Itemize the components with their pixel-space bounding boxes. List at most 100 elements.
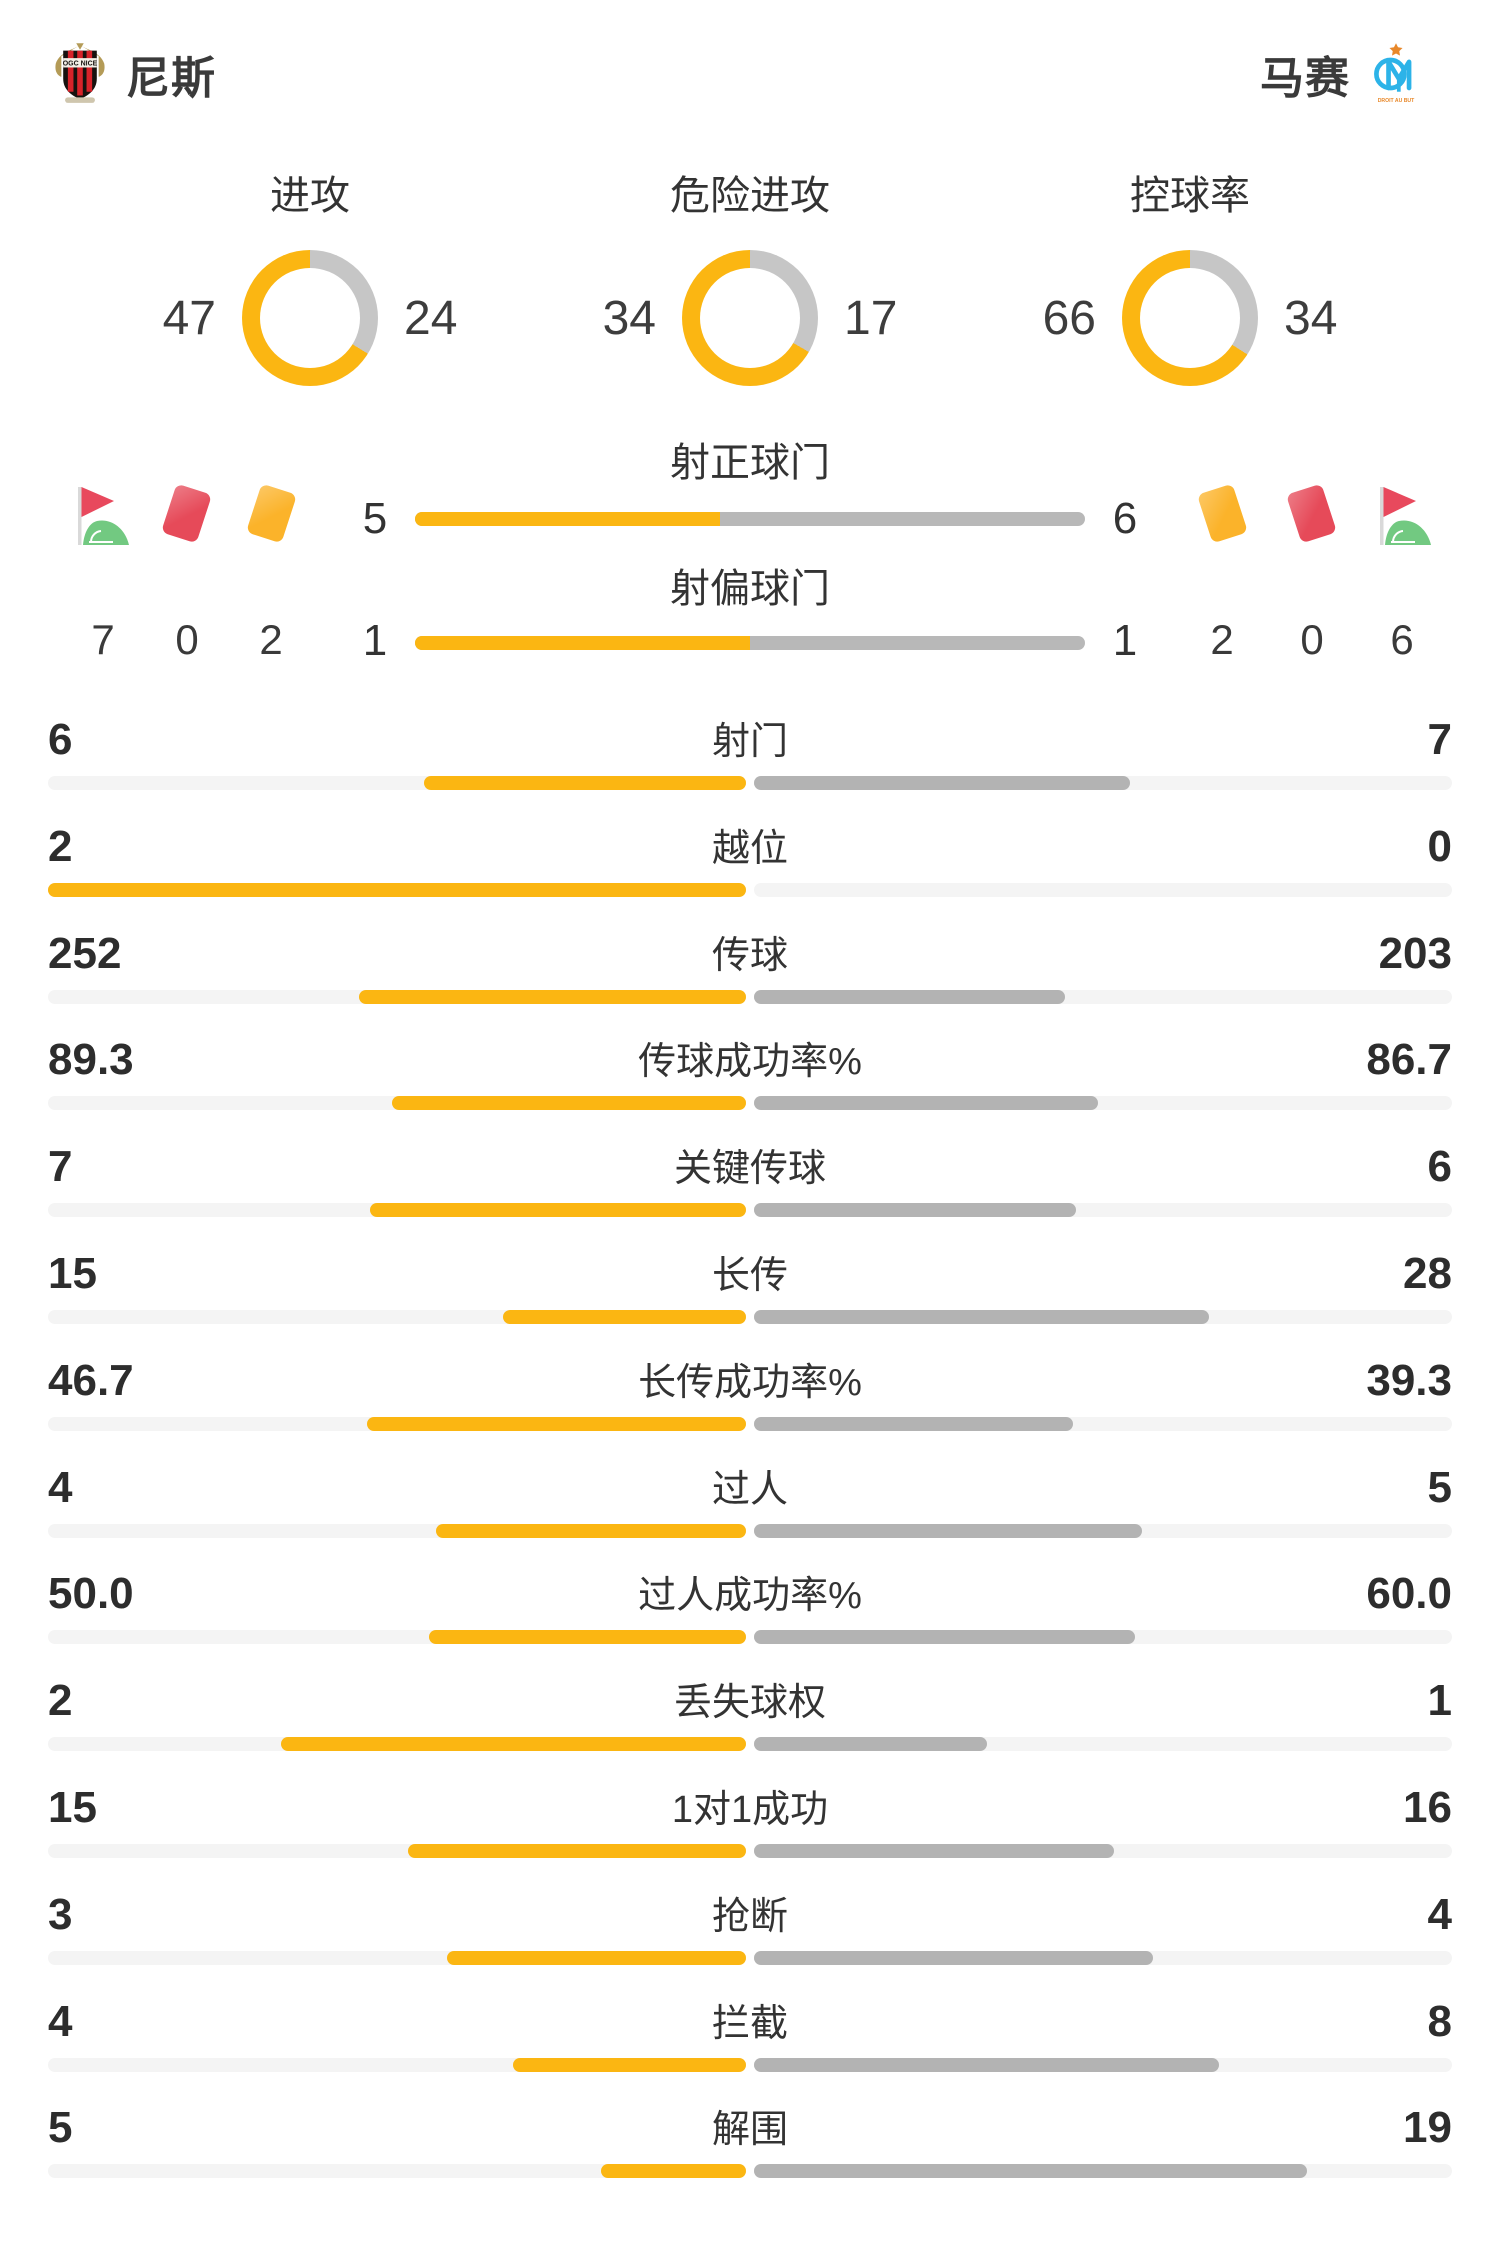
stat-label: 传球 xyxy=(711,935,788,977)
home-bar-track xyxy=(48,1630,746,1644)
away-bar-fill xyxy=(754,1951,1153,1965)
away-bar-fill xyxy=(754,1310,1209,1324)
stat-row: 5 解围 19 xyxy=(0,2090,1500,2197)
stat-away-value: 39.3 xyxy=(1366,1356,1452,1405)
home-bar-track xyxy=(48,2058,746,2072)
away-bar-track xyxy=(754,776,1452,790)
donut-attacks-title: 进攻 xyxy=(270,174,350,218)
away-bar-fill xyxy=(754,2164,1307,2178)
donut-possession-title: 控球率 xyxy=(1130,174,1250,218)
away-bar-track xyxy=(754,990,1452,1004)
stat-label: 长传 xyxy=(711,1255,788,1297)
home-corner-flag-icon xyxy=(78,487,129,545)
donut-dangerous-attacks-home-value: 34 xyxy=(602,291,656,345)
shots-off-target-bar xyxy=(415,636,1085,650)
away-bar-track xyxy=(754,1524,1452,1538)
stat-home-value: 2 xyxy=(48,822,73,871)
stat-label: 越位 xyxy=(711,828,788,870)
away-bar-fill xyxy=(754,1096,1098,1110)
away-bar-fill xyxy=(754,1844,1115,1858)
home-bar-fill xyxy=(280,1737,746,1751)
stat-row: 3 抢断 4 xyxy=(0,1877,1500,1984)
away-bar-track xyxy=(754,1844,1452,1858)
donut-dangerous-attacks-away-value: 17 xyxy=(844,291,898,345)
home-bar-fill xyxy=(513,2058,746,2072)
stat-away-value: 4 xyxy=(1427,1890,1452,1939)
home-bar-fill xyxy=(366,1417,746,1431)
home-bar-track xyxy=(48,1417,746,1431)
stat-away-value: 86.7 xyxy=(1366,1035,1452,1084)
away-bar-track xyxy=(754,1203,1452,1217)
away-yellow-card-icon xyxy=(1197,483,1248,544)
stat-row: 15 1对1成功 16 xyxy=(0,1770,1500,1877)
home-bar-track xyxy=(48,883,746,897)
away-bar-fill xyxy=(754,1524,1142,1538)
stat-row: 46.7 长传成功率% 39.3 xyxy=(0,1343,1500,1450)
home-bar-track xyxy=(48,1844,746,1858)
home-bar-fill xyxy=(446,1951,746,1965)
home-bar-track xyxy=(48,1096,746,1110)
stat-row: 252 传球 203 xyxy=(0,916,1500,1023)
away-yellow-cards-count: 2 xyxy=(1210,616,1234,663)
stat-row: 89.3 传球成功率% 86.7 xyxy=(0,1022,1500,1129)
stat-row: 2 丢失球权 1 xyxy=(0,1663,1500,1770)
stat-label: 关键传球 xyxy=(673,1148,826,1190)
away-corner-flag-icon xyxy=(1380,487,1431,545)
shots-on-target-title: 射正球门 xyxy=(670,441,830,485)
donut-attacks: 进攻 47 24 xyxy=(110,170,510,386)
stat-label: 1对1成功 xyxy=(671,1789,829,1831)
shots-off-target-title: 射偏球门 xyxy=(670,567,830,611)
donut-dangerous-attacks-title: 危险进攻 xyxy=(670,174,830,218)
home-bar-fill xyxy=(391,1096,746,1110)
home-bar-track xyxy=(48,1203,746,1217)
shots-on-target-home-value: 5 xyxy=(362,494,388,543)
shots-off-target-home-value: 1 xyxy=(362,616,388,665)
stat-label: 解围 xyxy=(711,2109,788,2151)
stat-row: 15 长传 28 xyxy=(0,1236,1500,1343)
olympique-marseille-crest-icon: DROIT AU BUT xyxy=(1374,43,1415,104)
away-bar-track xyxy=(754,1630,1452,1644)
home-red-card-icon xyxy=(161,483,212,544)
stat-away-value: 203 xyxy=(1378,929,1452,978)
stat-row: 2 越位 0 xyxy=(0,809,1500,916)
stat-away-value: 0 xyxy=(1427,822,1452,871)
stat-row: 50.0 过人成功率% 60.0 xyxy=(0,1556,1500,1663)
stat-home-value: 4 xyxy=(48,1463,73,1512)
stat-away-value: 1 xyxy=(1427,1676,1452,1725)
away-bar-track xyxy=(754,2058,1452,2072)
away-bar-fill xyxy=(754,776,1130,790)
stat-home-value: 46.7 xyxy=(48,1356,134,1405)
svg-text:OGC NICE: OGC NICE xyxy=(63,61,98,68)
donut-attacks-ring xyxy=(242,250,378,386)
home-bar-track xyxy=(48,2164,746,2178)
away-red-card-icon xyxy=(1286,483,1337,544)
home-yellow-cards-count: 2 xyxy=(259,616,283,663)
stat-home-value: 5 xyxy=(48,2103,73,2152)
home-bar-track xyxy=(48,776,746,790)
stat-away-value: 5 xyxy=(1427,1463,1452,1512)
stat-row: 4 过人 5 xyxy=(0,1450,1500,1557)
home-bar-track xyxy=(48,990,746,1004)
donut-possession-away-value: 34 xyxy=(1284,291,1338,345)
away-team: 马赛 DROIT AU BUT xyxy=(1260,42,1424,106)
home-bar-fill xyxy=(370,1203,746,1217)
stat-label: 过人成功率% xyxy=(638,1575,862,1617)
stat-away-value: 6 xyxy=(1427,1142,1452,1191)
stat-home-value: 6 xyxy=(48,715,73,764)
home-bar-track xyxy=(48,1951,746,1965)
stat-home-value: 89.3 xyxy=(48,1035,134,1084)
away-bar-fill xyxy=(754,990,1066,1004)
home-bar-fill xyxy=(428,1630,746,1644)
svg-text:DROIT AU BUT: DROIT AU BUT xyxy=(1378,98,1415,104)
shots-on-target-bar xyxy=(415,512,1085,526)
home-bar-fill xyxy=(408,1844,746,1858)
home-team: OGC NICE 尼斯 xyxy=(52,42,216,106)
header: OGC NICE 尼斯 马赛 DROIT AU BUT xyxy=(52,42,1424,106)
stat-label: 丢失球权 xyxy=(673,1682,826,1724)
home-red-cards-count: 0 xyxy=(175,616,199,663)
away-corners-count: 6 xyxy=(1390,616,1414,663)
donut-attacks-away-value: 24 xyxy=(404,291,458,345)
donut-possession-ring xyxy=(1122,250,1258,386)
donut-possession: 控球率 66 34 xyxy=(990,170,1390,386)
